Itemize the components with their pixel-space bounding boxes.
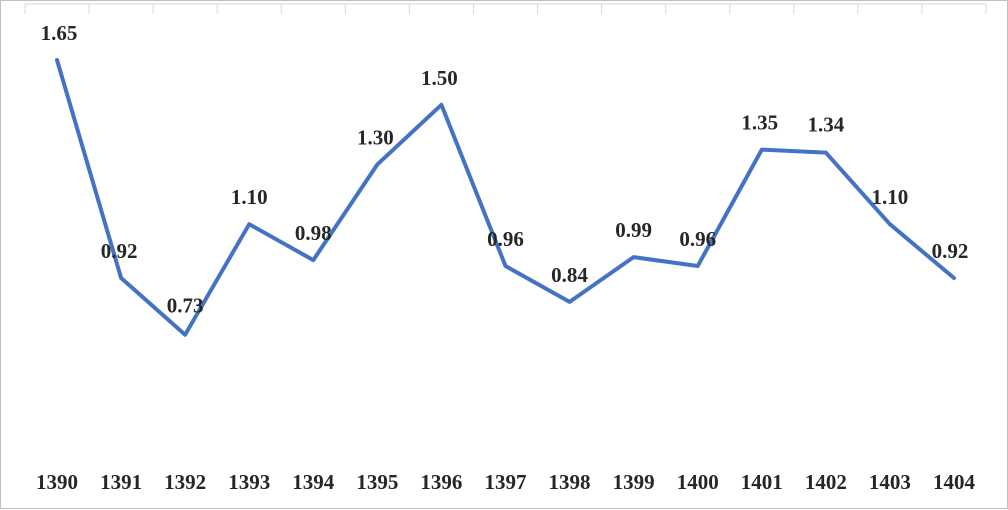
data-label: 1.35 xyxy=(741,111,778,135)
data-label: 1.30 xyxy=(357,126,394,150)
x-axis: 1390 1391 1392 1393 1394 1395 1396 1397 1398 1399… xyxy=(36,470,975,494)
x-tick-label: 1394 xyxy=(292,470,335,494)
x-tick-label: 1398 xyxy=(549,470,591,494)
data-label: 1.50 xyxy=(421,66,458,90)
x-tick-label: 1395 xyxy=(356,470,398,494)
data-label: 1.65 xyxy=(41,21,78,45)
x-tick-label: 1393 xyxy=(228,470,270,494)
data-label: 0.96 xyxy=(487,227,524,251)
x-tick-label: 1390 xyxy=(36,470,78,494)
series-group xyxy=(55,58,956,337)
x-tick-label: 1396 xyxy=(420,470,462,494)
data-label: 0.96 xyxy=(679,227,716,251)
data-label: 0.73 xyxy=(167,294,204,318)
data-label: 1.10 xyxy=(231,185,268,209)
top-axis-ticks xyxy=(24,3,987,14)
x-tick-label: 1404 xyxy=(933,470,976,494)
data-label: 0.92 xyxy=(101,239,138,263)
data-label: 1.10 xyxy=(872,185,909,209)
data-label: 0.84 xyxy=(551,263,588,287)
x-tick-label: 1397 xyxy=(484,470,526,494)
x-tick-label: 1403 xyxy=(869,470,911,494)
x-tick-label: 1400 xyxy=(677,470,719,494)
data-label: 1.34 xyxy=(807,113,844,137)
x-tick-label: 1402 xyxy=(805,470,847,494)
x-tick-label: 1392 xyxy=(164,470,206,494)
data-label: 0.92 xyxy=(932,239,969,263)
x-tick-label: 1391 xyxy=(100,470,142,494)
data-label: 0.98 xyxy=(295,221,332,245)
data-labels: 1.65 0.92 0.73 1.10 0.98 1.30 1.50 0.96 0.84 0.99… xyxy=(41,21,969,318)
x-tick-label: 1401 xyxy=(741,470,783,494)
x-tick-label: 1399 xyxy=(613,470,655,494)
data-label: 0.99 xyxy=(615,218,652,242)
series-line xyxy=(55,58,956,337)
